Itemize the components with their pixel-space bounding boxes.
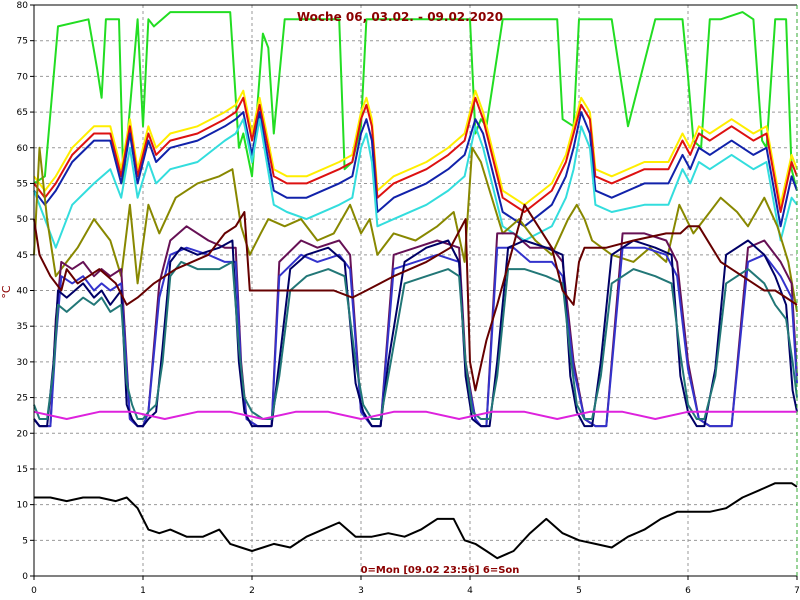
x-tick-label: 1 xyxy=(140,586,146,596)
axes xyxy=(30,4,798,580)
chart-footer: 0=Mon [09.02 23:56] 6=Son xyxy=(361,565,520,576)
x-tick-label: 7 xyxy=(794,586,800,596)
x-tick-label: 6 xyxy=(685,586,691,596)
y-tick-label: 80 xyxy=(17,1,29,11)
y-tick-label: 5 xyxy=(22,536,28,546)
y-tick-label: 20 xyxy=(17,429,29,439)
series-line-4 xyxy=(33,111,798,228)
x-tick-label: 0 xyxy=(31,586,37,596)
y-tick-label: 25 xyxy=(17,394,28,404)
y-tick-label: 10 xyxy=(17,501,29,511)
chart-title: Woche 06, 03.02. - 09.02.2020 xyxy=(297,10,503,24)
y-tick-label: 75 xyxy=(17,37,28,47)
x-tick-label: 2 xyxy=(249,586,255,596)
x-tick-label: 4 xyxy=(467,586,473,596)
series-line-12 xyxy=(33,410,797,420)
y-tick-label: 40 xyxy=(17,287,29,297)
y-tick-label: 0 xyxy=(22,572,28,582)
series-line-9 xyxy=(33,239,798,428)
series-line-5 xyxy=(33,118,798,249)
series-lines xyxy=(33,11,798,560)
y-tick-label: 60 xyxy=(17,144,29,154)
series-line-10 xyxy=(33,260,798,420)
x-tick-label: 3 xyxy=(358,586,364,596)
series-line-13 xyxy=(34,482,798,560)
series-line-1 xyxy=(33,11,798,191)
y-tick-label: 50 xyxy=(17,215,29,225)
series-line-3 xyxy=(33,96,798,213)
x-tick-label: 5 xyxy=(576,586,582,596)
y-tick-label: 55 xyxy=(17,179,28,189)
y-tick-label: 30 xyxy=(17,358,29,368)
y-axis-label: °C xyxy=(0,285,13,299)
series-line-2 xyxy=(33,89,798,206)
series-line-11 xyxy=(33,203,798,392)
y-tick-label: 70 xyxy=(17,72,29,82)
y-tick-label: 15 xyxy=(17,465,28,475)
y-tick-label: 45 xyxy=(17,251,28,261)
y-tick-label: 35 xyxy=(17,322,28,332)
y-tick-label: 65 xyxy=(17,108,28,118)
